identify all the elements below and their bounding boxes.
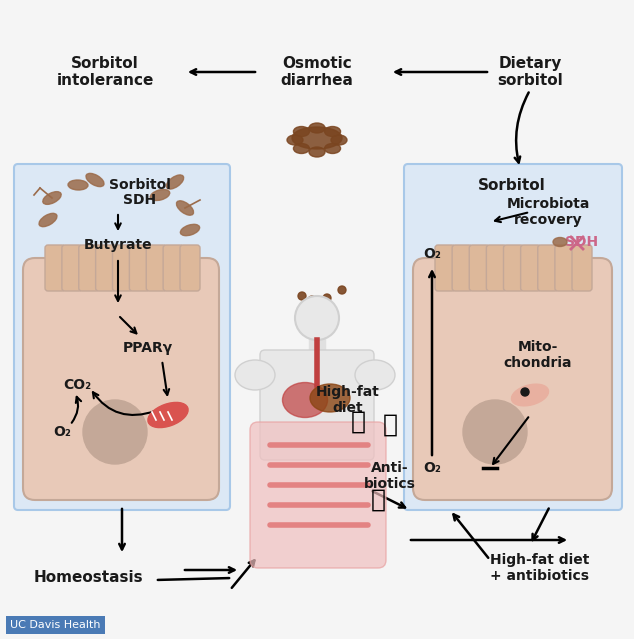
Ellipse shape <box>148 403 188 427</box>
FancyBboxPatch shape <box>486 245 507 291</box>
Ellipse shape <box>287 135 303 145</box>
Ellipse shape <box>294 127 309 137</box>
Ellipse shape <box>86 174 105 185</box>
Text: Osmotic
diarrhea: Osmotic diarrhea <box>281 56 353 88</box>
FancyBboxPatch shape <box>23 258 219 500</box>
Ellipse shape <box>331 135 347 145</box>
Ellipse shape <box>150 190 170 200</box>
FancyBboxPatch shape <box>45 245 65 291</box>
Circle shape <box>295 296 339 340</box>
FancyBboxPatch shape <box>503 245 524 291</box>
FancyBboxPatch shape <box>180 245 200 291</box>
Ellipse shape <box>235 360 275 390</box>
Text: Mito-
chondria: Mito- chondria <box>504 340 573 370</box>
FancyBboxPatch shape <box>404 164 622 510</box>
FancyBboxPatch shape <box>250 422 386 568</box>
Circle shape <box>323 294 331 302</box>
FancyBboxPatch shape <box>96 245 115 291</box>
Ellipse shape <box>309 147 325 157</box>
FancyBboxPatch shape <box>62 245 82 291</box>
Text: Anti-
biotics: Anti- biotics <box>364 461 416 491</box>
FancyBboxPatch shape <box>572 245 592 291</box>
Ellipse shape <box>325 127 340 137</box>
Ellipse shape <box>355 360 395 390</box>
Circle shape <box>463 400 527 464</box>
Circle shape <box>298 292 306 300</box>
Text: Sorbitol: Sorbitol <box>109 178 171 192</box>
Ellipse shape <box>176 202 194 214</box>
Text: Homeostasis: Homeostasis <box>33 571 143 585</box>
Text: CO₂: CO₂ <box>63 378 91 392</box>
Text: High-fat diet
+ antibiotics: High-fat diet + antibiotics <box>490 553 590 583</box>
FancyBboxPatch shape <box>129 245 150 291</box>
Text: High-fat
diet: High-fat diet <box>316 385 380 415</box>
Ellipse shape <box>310 384 350 412</box>
Text: Butyrate: Butyrate <box>84 238 152 252</box>
Circle shape <box>521 388 529 396</box>
Text: Microbiota
recovery: Microbiota recovery <box>507 197 590 227</box>
FancyBboxPatch shape <box>538 245 558 291</box>
FancyBboxPatch shape <box>413 258 612 500</box>
Ellipse shape <box>42 193 62 203</box>
Bar <box>309 338 325 356</box>
FancyBboxPatch shape <box>555 245 575 291</box>
Text: UC Davis Health: UC Davis Health <box>10 620 101 630</box>
Circle shape <box>338 286 346 294</box>
Ellipse shape <box>283 383 328 417</box>
Text: O₂: O₂ <box>423 461 441 475</box>
Ellipse shape <box>68 180 88 190</box>
FancyBboxPatch shape <box>435 245 455 291</box>
Text: SDH: SDH <box>566 235 598 249</box>
Ellipse shape <box>512 384 548 406</box>
Text: Sorbitol: Sorbitol <box>478 178 546 192</box>
FancyBboxPatch shape <box>163 245 183 291</box>
Text: O₂: O₂ <box>53 425 71 439</box>
FancyBboxPatch shape <box>112 245 133 291</box>
FancyBboxPatch shape <box>79 245 99 291</box>
FancyBboxPatch shape <box>469 245 489 291</box>
Ellipse shape <box>39 213 57 226</box>
FancyBboxPatch shape <box>521 245 541 291</box>
Ellipse shape <box>182 222 198 238</box>
FancyBboxPatch shape <box>452 245 472 291</box>
Text: 🍕: 🍕 <box>382 413 398 437</box>
Ellipse shape <box>325 144 340 153</box>
Text: PPARγ: PPARγ <box>123 341 173 355</box>
Text: SDH: SDH <box>124 193 157 207</box>
Ellipse shape <box>309 123 325 133</box>
Circle shape <box>308 296 316 304</box>
Ellipse shape <box>292 127 342 149</box>
FancyBboxPatch shape <box>146 245 166 291</box>
Text: Sorbitol
intolerance: Sorbitol intolerance <box>56 56 153 88</box>
Ellipse shape <box>165 177 185 187</box>
FancyBboxPatch shape <box>260 350 374 460</box>
Text: Dietary
sorbitol: Dietary sorbitol <box>497 56 563 88</box>
Ellipse shape <box>553 238 567 247</box>
Ellipse shape <box>294 144 309 153</box>
Text: 🍔: 🍔 <box>351 410 365 434</box>
Text: 💉: 💉 <box>370 488 385 512</box>
Circle shape <box>83 400 147 464</box>
Text: O₂: O₂ <box>423 247 441 261</box>
FancyBboxPatch shape <box>14 164 230 510</box>
